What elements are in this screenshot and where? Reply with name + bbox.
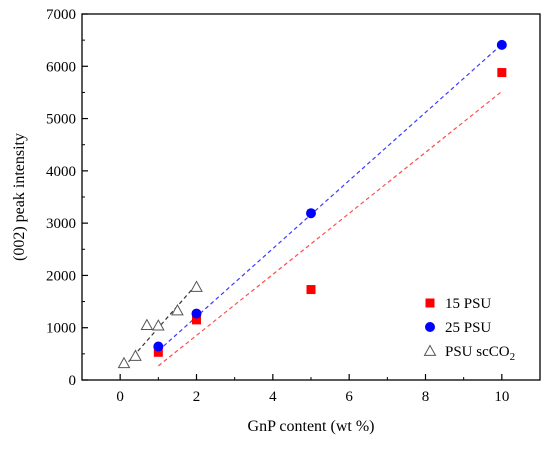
legend: 15 PSU 25 PSU PSU scCO2 [423, 296, 515, 363]
data-point [153, 341, 164, 352]
y-tick-label: 2000 [46, 268, 76, 284]
y-tick-label: 7000 [46, 7, 76, 23]
plot-area [117, 39, 507, 369]
axes: 0 2 4 6 8 10 0 1000 2000 3000 4000 5000 6000 7000 [46, 7, 541, 405]
data-point [140, 318, 154, 330]
x-tick-label: 0 [116, 389, 124, 405]
legend-label: 15 PSU [445, 296, 491, 312]
fit-line [123, 283, 197, 368]
data-point [306, 208, 316, 219]
x-axis-label: GnP content (wt %) [248, 418, 375, 435]
data-point [153, 347, 163, 357]
data-point [497, 68, 507, 78]
data-point [192, 315, 201, 325]
legend-marker [423, 344, 437, 356]
data-point [151, 319, 165, 331]
data-point [171, 303, 184, 316]
y-tick-label: 5000 [46, 112, 76, 128]
data-point [129, 349, 142, 361]
data-point [117, 356, 131, 369]
y-tick-label: 3000 [46, 216, 76, 232]
x-tick-label: 2 [193, 389, 201, 405]
legend-label: 25 PSU [445, 320, 491, 336]
legend-marker [425, 322, 435, 332]
y-tick-label: 0 [69, 373, 77, 389]
x-tick-label: 8 [422, 389, 430, 405]
y-axis-label: (002) peak intensity [11, 133, 28, 261]
data-point [191, 308, 202, 319]
legend-marker [425, 298, 435, 308]
y-tick-label: 1000 [46, 321, 76, 337]
x-tick-label: 4 [269, 389, 277, 405]
data-point [496, 39, 507, 50]
x-tick-label: 10 [494, 389, 509, 405]
x-tick-label: 6 [345, 389, 353, 405]
legend-label: PSU scCO2 [445, 344, 515, 363]
y-tick-label: 6000 [46, 59, 76, 75]
y-tick-label: 4000 [46, 164, 76, 180]
fit-line [157, 90, 503, 367]
data-point [190, 280, 203, 292]
data-point [306, 285, 316, 295]
